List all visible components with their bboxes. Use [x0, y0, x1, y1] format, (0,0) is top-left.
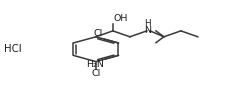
Text: Cl: Cl: [91, 69, 100, 78]
Text: H: H: [143, 19, 150, 28]
Text: Cl: Cl: [94, 29, 103, 38]
Text: H₂N: H₂N: [85, 60, 103, 69]
Text: OH: OH: [114, 14, 128, 23]
Text: N: N: [143, 26, 150, 35]
Text: HCl: HCl: [4, 44, 22, 54]
